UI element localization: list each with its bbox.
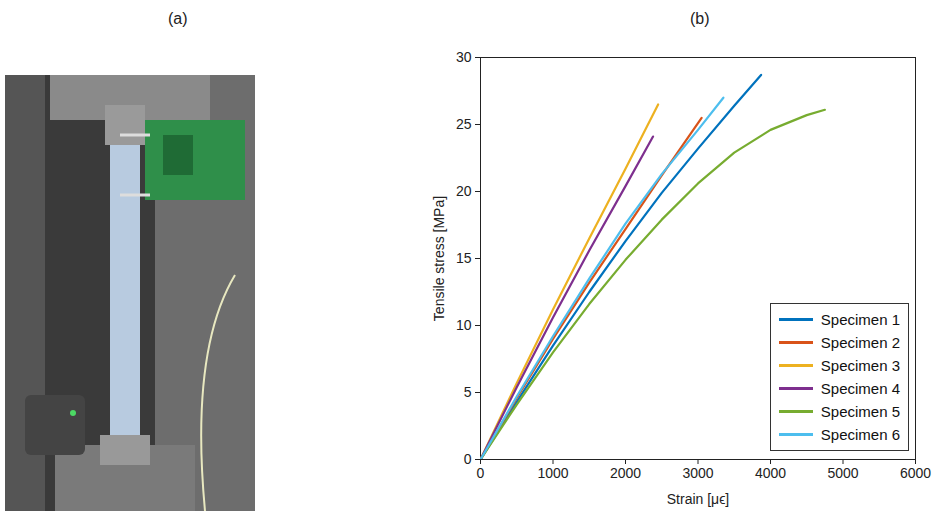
svg-text:Tensile stress [MPa]: Tensile stress [MPa] <box>431 196 447 321</box>
svg-text:5: 5 <box>464 384 472 400</box>
html-text:(a): (a) <box>168 10 188 27</box>
svg-text:1000: 1000 <box>537 465 568 481</box>
svg-text:6000: 6000 <box>900 465 931 481</box>
svg-text:3000: 3000 <box>682 465 713 481</box>
html-text:Specimen 6: Specimen 6 <box>820 426 900 443</box>
svg-text:5000: 5000 <box>827 465 858 481</box>
html-text:Specimen 1: Specimen 1 <box>820 311 900 328</box>
svg-text:20: 20 <box>456 183 472 199</box>
svg-text:0: 0 <box>477 465 485 481</box>
html-text:Specimen 4: Specimen 4 <box>820 380 900 397</box>
svg-text:10: 10 <box>456 317 472 333</box>
svg-text:0: 0 <box>464 451 472 467</box>
html-text:Specimen 3: Specimen 3 <box>820 357 900 374</box>
svg-text:25: 25 <box>456 116 472 132</box>
html-text:Specimen 5: Specimen 5 <box>820 403 900 420</box>
html-text:Specimen 2: Specimen 2 <box>820 334 900 351</box>
svg-text:4000: 4000 <box>755 465 786 481</box>
svg-text:30: 30 <box>456 49 472 65</box>
svg-text:15: 15 <box>456 250 472 266</box>
html-text:(b): (b) <box>690 10 710 27</box>
svg-text:2000: 2000 <box>610 465 641 481</box>
svg-text:Strain [μϵ]: Strain [μϵ] <box>667 491 730 507</box>
